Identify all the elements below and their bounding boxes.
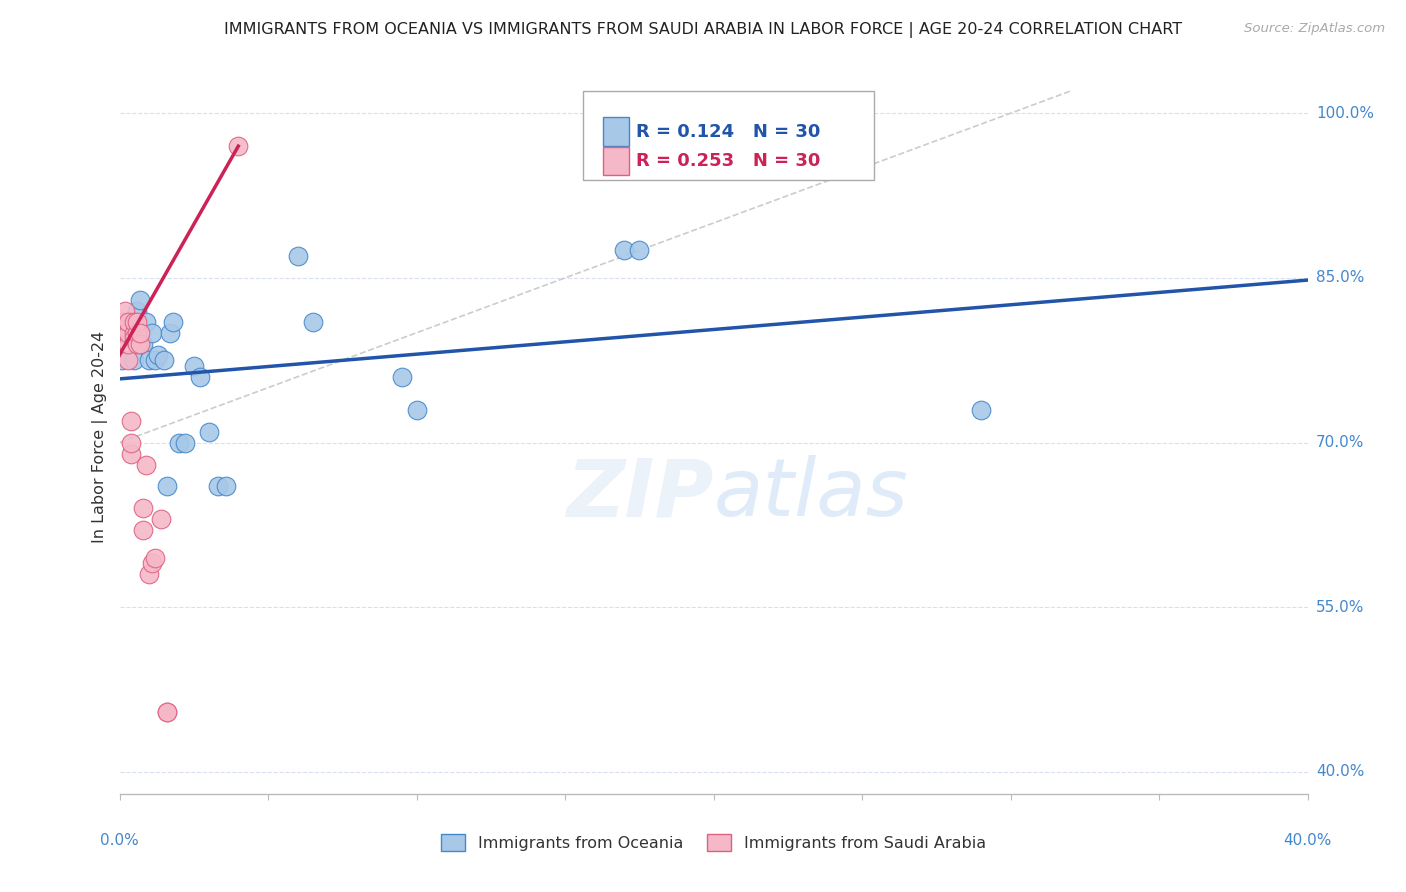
Point	[138, 353, 160, 368]
Point	[173, 435, 195, 450]
Point	[146, 348, 169, 362]
Text: R = 0.253   N = 30: R = 0.253 N = 30	[637, 152, 821, 169]
Point	[135, 458, 157, 472]
Point	[167, 435, 190, 450]
Point	[114, 303, 136, 318]
Point	[141, 326, 163, 340]
Text: 70.0%: 70.0%	[1316, 435, 1364, 450]
Point	[117, 336, 139, 351]
Point	[124, 326, 146, 340]
Point	[117, 326, 139, 340]
FancyBboxPatch shape	[603, 118, 630, 146]
Point	[132, 524, 155, 538]
Point	[301, 315, 323, 329]
Point	[153, 353, 176, 368]
Point	[143, 353, 166, 368]
Text: 40.0%: 40.0%	[1284, 833, 1331, 847]
Point	[188, 369, 211, 384]
Text: 85.0%: 85.0%	[1316, 270, 1364, 285]
Legend: Immigrants from Oceania, Immigrants from Saudi Arabia: Immigrants from Oceania, Immigrants from…	[434, 828, 993, 857]
Point	[111, 326, 134, 340]
Point	[117, 353, 139, 368]
Point	[405, 402, 427, 417]
Point	[120, 435, 142, 450]
Text: 55.0%: 55.0%	[1316, 599, 1364, 615]
Point	[143, 550, 166, 565]
Point	[111, 315, 134, 329]
Y-axis label: In Labor Force | Age 20-24: In Labor Force | Age 20-24	[93, 331, 108, 543]
Text: ZIP: ZIP	[567, 455, 713, 533]
Text: 100.0%: 100.0%	[1316, 106, 1374, 120]
Point	[124, 331, 146, 345]
Point	[114, 326, 136, 340]
Point	[156, 705, 179, 719]
Point	[215, 479, 238, 493]
Point	[183, 359, 205, 373]
FancyBboxPatch shape	[583, 91, 875, 180]
Point	[127, 326, 149, 340]
Point	[391, 369, 413, 384]
Point	[111, 353, 134, 368]
Point	[120, 414, 142, 428]
Point	[287, 249, 309, 263]
Point	[132, 501, 155, 516]
FancyBboxPatch shape	[603, 146, 630, 175]
Point	[162, 315, 184, 329]
Point	[156, 479, 179, 493]
Text: atlas: atlas	[713, 455, 908, 533]
Point	[127, 336, 149, 351]
Point	[120, 446, 142, 460]
Point	[124, 353, 146, 368]
Text: IMMIGRANTS FROM OCEANIA VS IMMIGRANTS FROM SAUDI ARABIA IN LABOR FORCE | AGE 20-: IMMIGRANTS FROM OCEANIA VS IMMIGRANTS FR…	[224, 22, 1182, 38]
Point	[150, 512, 173, 526]
Point	[124, 315, 146, 329]
Point	[117, 326, 139, 340]
Point	[138, 567, 160, 582]
Point	[114, 320, 136, 334]
Text: R = 0.124   N = 30: R = 0.124 N = 30	[637, 123, 821, 141]
Point	[228, 139, 250, 153]
Point	[156, 705, 179, 719]
Point	[613, 244, 636, 258]
Point	[127, 303, 149, 318]
Point	[141, 557, 163, 571]
Point	[207, 479, 229, 493]
Point	[135, 315, 157, 329]
Point	[970, 402, 993, 417]
Point	[120, 331, 142, 345]
Text: 0.0%: 0.0%	[100, 833, 139, 847]
Point	[127, 315, 149, 329]
Point	[129, 293, 152, 307]
Text: 40.0%: 40.0%	[1316, 764, 1364, 780]
Point	[129, 336, 152, 351]
Point	[628, 244, 651, 258]
Point	[117, 315, 139, 329]
Text: Source: ZipAtlas.com: Source: ZipAtlas.com	[1244, 22, 1385, 36]
Point	[132, 336, 155, 351]
Point	[159, 326, 181, 340]
Point	[197, 425, 219, 439]
Point	[129, 326, 152, 340]
